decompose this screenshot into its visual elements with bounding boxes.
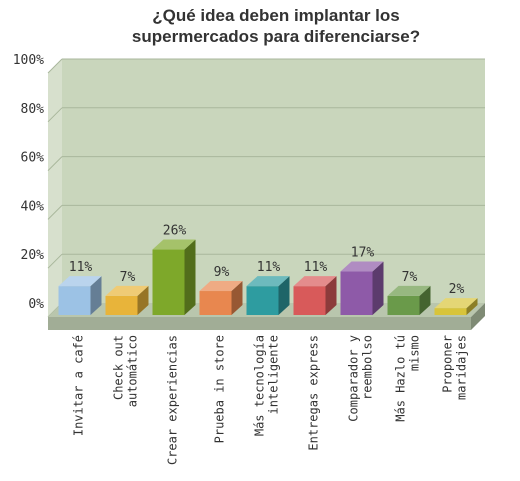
- floor-front: [48, 317, 471, 330]
- x-tick-label: Invitar a café: [72, 335, 86, 436]
- bar-side: [231, 281, 243, 315]
- bar-front: [58, 286, 91, 315]
- x-tick-label-line: Crear experiencias: [166, 335, 180, 465]
- gridline-side: [47, 58, 63, 74]
- x-tick-label-line: Comparador y: [347, 335, 361, 422]
- plot-left-wall: [48, 59, 62, 317]
- data-label: 17%: [351, 246, 375, 261]
- x-tick-label: Proponermaridajes: [441, 335, 469, 400]
- y-tick-label: 80%: [21, 102, 45, 117]
- bar-top: [58, 276, 102, 287]
- floor-side: [471, 303, 485, 330]
- chart-title-line-2: supermercados para diferenciarse?: [132, 27, 420, 46]
- bar-front: [246, 286, 279, 315]
- x-tick-label: Entregas express: [307, 335, 321, 451]
- data-label: 11%: [69, 260, 93, 275]
- data-label: 7%: [402, 270, 418, 285]
- bar-side: [137, 285, 149, 315]
- x-tick-label: Más Hazlo túmismo: [394, 335, 422, 422]
- x-tick-label-line: Más tecnología: [253, 335, 267, 436]
- bar-front: [293, 286, 326, 315]
- bar-side: [278, 276, 290, 315]
- bar-front: [199, 291, 232, 315]
- data-label: 11%: [304, 260, 328, 275]
- gridline-side: [47, 253, 63, 269]
- x-tick-label-line: Invitar a café: [72, 335, 86, 436]
- bar-side: [325, 276, 337, 315]
- gridline-side: [47, 107, 63, 123]
- bar-top: [199, 281, 243, 292]
- x-tick-label-line: Check out: [112, 335, 126, 400]
- data-label: 26%: [163, 224, 187, 239]
- bar-top: [340, 261, 384, 272]
- chart-title-line-1: ¿Qué idea deben implantar los: [152, 6, 400, 25]
- bar-side: [372, 261, 384, 315]
- data-label: 9%: [214, 265, 230, 280]
- x-tick-label-line: mismo: [408, 335, 422, 371]
- bar-side: [466, 298, 478, 315]
- x-tick-label-line: Más Hazlo tú: [394, 335, 408, 422]
- data-label: 7%: [120, 270, 136, 285]
- y-tick-label: 0%: [28, 297, 44, 312]
- bar-side: [184, 239, 196, 315]
- bar-front: [340, 271, 373, 315]
- data-label: 2%: [449, 282, 465, 297]
- x-tick-label: Más tecnologíainteligente: [253, 335, 281, 436]
- x-tick-label-line: automático: [126, 335, 140, 407]
- bar-top: [434, 298, 478, 309]
- bar-top: [105, 285, 149, 296]
- x-tick-label: Check outautomático: [112, 335, 140, 407]
- x-tick-label-line: Proponer: [441, 335, 455, 393]
- y-tick-label: 40%: [21, 199, 45, 214]
- x-tick-label-line: reembolso: [361, 335, 375, 400]
- x-tick-label-line: inteligente: [267, 335, 281, 414]
- bar-top: [387, 285, 431, 296]
- bar-front: [434, 308, 467, 315]
- bar-top: [246, 276, 290, 287]
- bar-top: [293, 276, 337, 287]
- x-tick-label: Comparador yreembolso: [347, 335, 375, 422]
- gridline-side: [47, 156, 63, 171]
- bar-top: [152, 239, 196, 250]
- gridline-side: [47, 205, 63, 220]
- x-tick-label-line: Entregas express: [307, 335, 321, 451]
- y-tick-label: 100%: [13, 53, 44, 68]
- y-tick-label: 60%: [21, 151, 45, 166]
- data-label: 11%: [257, 260, 281, 275]
- plot-back-wall: [62, 59, 485, 303]
- x-tick-label-line: Prueba in store: [213, 335, 227, 443]
- x-tick-label-line: maridajes: [455, 335, 469, 400]
- bar-front: [152, 249, 185, 315]
- x-tick-label: Prueba in store: [213, 335, 227, 443]
- plot-area: 0% 20% 40% 60% 80% 100% 11% Invitar a café 7% Che…: [13, 53, 485, 465]
- x-tick-label: Crear experiencias: [166, 335, 180, 465]
- bar-front: [387, 295, 420, 315]
- bar-side: [419, 285, 431, 315]
- bar-side: [90, 276, 102, 315]
- bar-front: [105, 295, 138, 315]
- y-tick-label: 20%: [21, 248, 45, 263]
